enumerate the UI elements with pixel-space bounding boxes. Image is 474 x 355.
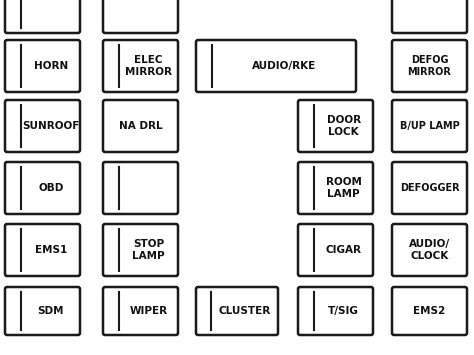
FancyBboxPatch shape: [392, 100, 467, 152]
Text: B/UP LAMP: B/UP LAMP: [400, 121, 459, 131]
FancyBboxPatch shape: [103, 0, 178, 33]
Text: DOOR
LOCK: DOOR LOCK: [327, 115, 361, 137]
Text: STOP
LAMP: STOP LAMP: [132, 239, 165, 261]
FancyBboxPatch shape: [103, 162, 178, 214]
Text: AUDIO/RKE: AUDIO/RKE: [252, 61, 316, 71]
FancyBboxPatch shape: [103, 100, 178, 152]
FancyBboxPatch shape: [298, 162, 373, 214]
Text: OBD: OBD: [38, 183, 64, 193]
FancyBboxPatch shape: [103, 40, 178, 92]
FancyBboxPatch shape: [5, 40, 80, 92]
Text: HORN: HORN: [34, 61, 68, 71]
FancyBboxPatch shape: [298, 287, 373, 335]
FancyBboxPatch shape: [5, 287, 80, 335]
FancyBboxPatch shape: [103, 224, 178, 276]
Text: AUDIO/
CLOCK: AUDIO/ CLOCK: [409, 239, 450, 261]
Text: CLUSTER: CLUSTER: [218, 306, 271, 316]
FancyBboxPatch shape: [5, 162, 80, 214]
Text: SUNROOF: SUNROOF: [22, 121, 80, 131]
FancyBboxPatch shape: [5, 0, 80, 33]
FancyBboxPatch shape: [298, 224, 373, 276]
Text: CIGAR: CIGAR: [326, 245, 362, 255]
Text: DEFOGGER: DEFOGGER: [400, 183, 459, 193]
FancyBboxPatch shape: [392, 287, 467, 335]
Text: NA DRL: NA DRL: [118, 121, 162, 131]
Text: EMS2: EMS2: [413, 306, 446, 316]
FancyBboxPatch shape: [392, 40, 467, 92]
FancyBboxPatch shape: [103, 287, 178, 335]
Text: T/SIG: T/SIG: [328, 306, 359, 316]
FancyBboxPatch shape: [392, 162, 467, 214]
FancyBboxPatch shape: [196, 40, 356, 92]
FancyBboxPatch shape: [392, 224, 467, 276]
Text: EMS1: EMS1: [35, 245, 67, 255]
FancyBboxPatch shape: [298, 100, 373, 152]
Text: SDM: SDM: [37, 306, 64, 316]
Text: ROOM
LAMP: ROOM LAMP: [326, 177, 362, 199]
FancyBboxPatch shape: [196, 287, 278, 335]
FancyBboxPatch shape: [392, 0, 467, 33]
FancyBboxPatch shape: [5, 224, 80, 276]
Text: WIPER: WIPER: [130, 306, 168, 316]
FancyBboxPatch shape: [5, 100, 80, 152]
Text: DEFOG
MIRROR: DEFOG MIRROR: [408, 55, 451, 77]
Text: ELEC
MIRROR: ELEC MIRROR: [125, 55, 172, 77]
